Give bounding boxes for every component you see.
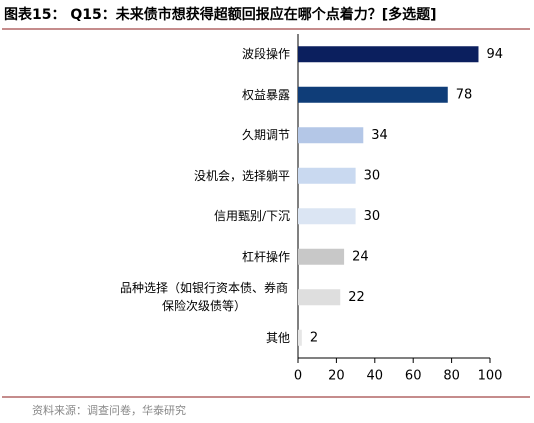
bar [298,248,345,265]
value-label: 30 [364,209,381,224]
bar [298,127,364,144]
source: 资料来源：调查问卷，华泰研究 [32,404,186,417]
x-tick-label: 60 [405,369,422,384]
category-label: 其他 [265,330,290,345]
category-label: 信用甄别/下沉 [213,209,290,224]
category-label: 权益暴露 [241,87,290,102]
bar [298,167,356,184]
value-label: 24 [352,249,369,264]
value-label: 78 [456,87,473,102]
value-label: 94 [486,47,503,62]
x-tick-label: 20 [328,369,345,384]
x-tick-label: 80 [443,369,460,384]
chart-title: 图表15： Q15：未来债市想获得超额回报应在哪个点着力？[多选题] [4,7,437,23]
x-tick-label: 0 [294,369,302,384]
category-label: 杠杆操作 [241,249,290,264]
bar [298,208,356,225]
bar [298,46,479,63]
bar [298,329,302,346]
value-label: 34 [371,128,388,143]
category-label: 久期调节 [241,128,290,143]
x-tick-label: 100 [478,369,503,384]
bar [298,289,341,306]
x-tick-label: 40 [367,369,384,384]
value-label: 2 [310,330,318,345]
value-label: 30 [364,168,381,183]
bar [298,86,448,103]
category-label: 没机会，选择躺平 [193,168,290,183]
category-label: 波段操作 [241,47,290,62]
category-label: 品种选择（如银行资本债、券商保险次级债等） [119,281,288,314]
value-label: 22 [348,290,365,305]
